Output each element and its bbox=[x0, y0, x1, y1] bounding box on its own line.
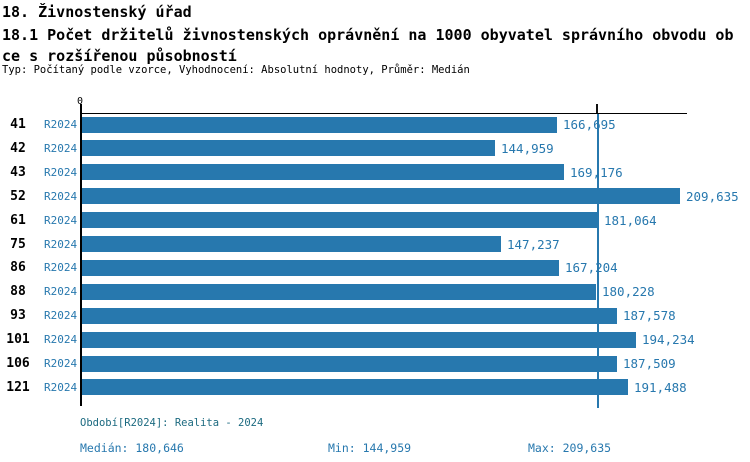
chart-title-line1: 18.1 Počet držitelů živnostenských opráv… bbox=[2, 26, 734, 44]
series-label: R2024 bbox=[44, 165, 78, 179]
bar-value-label: 144,959 bbox=[501, 140, 554, 156]
median-stat-label: Medián: 180,646 bbox=[80, 441, 184, 455]
chart-row: 86 R2024 167,204 bbox=[0, 256, 750, 280]
bar-value-label: 187,509 bbox=[623, 356, 676, 372]
chart-row: 41 R2024 166,695 bbox=[0, 113, 750, 137]
chart-rows: 41 R2024 166,695 42 R2024 144,959 43 R2024 169,1… bbox=[0, 113, 750, 400]
category-label: 41 bbox=[10, 117, 26, 132]
bar bbox=[80, 379, 628, 396]
bar-value-label: 181,064 bbox=[604, 212, 657, 228]
bar-value-label: 180,228 bbox=[602, 284, 655, 300]
bar bbox=[80, 355, 617, 372]
series-label: R2024 bbox=[44, 333, 78, 347]
bar bbox=[80, 259, 559, 276]
min-stat-label: Min: 144,959 bbox=[328, 441, 412, 455]
bar-value-label: 194,234 bbox=[642, 332, 695, 348]
max-stat-label: Max: 209,635 bbox=[528, 441, 612, 455]
series-label: R2024 bbox=[44, 309, 78, 323]
report-section-title: 18. Živnostenský úřad bbox=[2, 3, 192, 21]
bar-value-label: 147,237 bbox=[507, 236, 560, 252]
chart-row: 88 R2024 180,228 bbox=[0, 280, 750, 304]
y-axis-line bbox=[80, 104, 82, 406]
bar bbox=[80, 140, 495, 157]
chart-row: 121 R2024 191,488 bbox=[0, 376, 750, 400]
series-label: R2024 bbox=[44, 189, 78, 203]
bar bbox=[80, 188, 680, 205]
category-label: 121 bbox=[6, 379, 30, 395]
bar bbox=[80, 307, 617, 324]
bar-value-label: 169,176 bbox=[570, 164, 623, 180]
category-label: 106 bbox=[6, 356, 30, 372]
bar bbox=[80, 236, 501, 253]
series-label: R2024 bbox=[44, 118, 78, 131]
series-label: R2024 bbox=[44, 285, 78, 299]
series-label: R2024 bbox=[44, 213, 78, 227]
bar-chart: 0 41 R2024 166,695 42 R2024 144,959 43 R2024 169… bbox=[0, 96, 750, 408]
series-label: R2024 bbox=[44, 380, 78, 394]
category-label: 101 bbox=[6, 332, 30, 348]
chart-row: 43 R2024 169,176 bbox=[0, 161, 750, 185]
chart-row: 75 R2024 147,237 bbox=[0, 233, 750, 257]
bar bbox=[80, 212, 598, 229]
x-axis-line bbox=[80, 113, 687, 114]
bar-value-label: 166,695 bbox=[563, 117, 616, 132]
median-reference-line bbox=[597, 113, 599, 408]
x-axis-zero-label: 0 bbox=[76, 96, 84, 107]
median-line-top-tick bbox=[596, 104, 598, 113]
chart-row: 52 R2024 209,635 bbox=[0, 185, 750, 209]
category-label: 52 bbox=[10, 188, 26, 204]
series-label: R2024 bbox=[44, 141, 78, 155]
bar-value-label: 187,578 bbox=[623, 308, 676, 324]
category-label: 93 bbox=[10, 308, 26, 324]
category-label: 75 bbox=[10, 236, 26, 252]
series-label: R2024 bbox=[44, 357, 78, 371]
chart-title-line2: ce s rozšířenou působností bbox=[2, 47, 237, 65]
bar-value-label: 209,635 bbox=[686, 188, 739, 204]
bar bbox=[80, 164, 564, 181]
period-label: Období[R2024]: Realita - 2024 bbox=[80, 417, 264, 429]
chart-row: 42 R2024 144,959 bbox=[0, 137, 750, 161]
category-label: 42 bbox=[10, 140, 26, 156]
series-label: R2024 bbox=[44, 237, 78, 251]
series-label: R2024 bbox=[44, 261, 78, 275]
chart-row: 61 R2024 181,064 bbox=[0, 209, 750, 233]
bar-value-label: 191,488 bbox=[634, 379, 687, 395]
category-label: 43 bbox=[10, 164, 26, 180]
chart-row: 93 R2024 187,578 bbox=[0, 304, 750, 328]
chart-row: 101 R2024 194,234 bbox=[0, 328, 750, 352]
bar-value-label: 167,204 bbox=[565, 260, 618, 276]
category-label: 88 bbox=[10, 284, 26, 300]
bar bbox=[80, 116, 557, 133]
category-label: 61 bbox=[10, 212, 26, 228]
chart-row: 106 R2024 187,509 bbox=[0, 352, 750, 376]
chart-meta-line: Typ: Počítaný podle vzorce, Vyhodnocení:… bbox=[2, 64, 470, 76]
bar bbox=[80, 331, 636, 348]
bar bbox=[80, 283, 596, 300]
category-label: 86 bbox=[10, 260, 26, 276]
